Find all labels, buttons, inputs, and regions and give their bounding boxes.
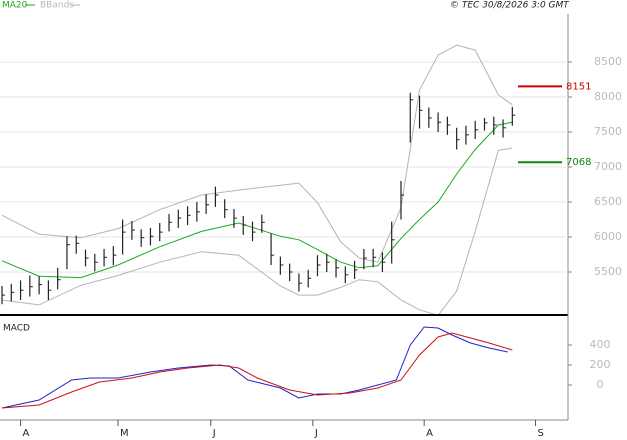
- x-tick-label: M: [120, 428, 129, 439]
- y-tick-label: 8500: [594, 55, 622, 68]
- y-tick-label: 6000: [594, 230, 622, 243]
- legend-entry: MA20: [2, 1, 28, 11]
- level-label: 8151: [566, 81, 591, 92]
- ma-line: [1, 121, 513, 279]
- y-tick-label: 5500: [594, 265, 622, 278]
- macd-title: MACD: [3, 324, 30, 334]
- source: © TEC 30/8/2026 3:0 GMT: [450, 1, 570, 11]
- y-tick-label: 400: [590, 338, 611, 351]
- legend-entry: BBands: [40, 1, 74, 11]
- y-tick-label: 6500: [594, 195, 622, 208]
- macd-line: [1, 326, 508, 409]
- y-tick-label: 8000: [594, 90, 622, 103]
- y-tick-label: 200: [590, 358, 611, 371]
- bband-lower: [1, 147, 513, 314]
- macd-line: [1, 332, 513, 409]
- level-label: 7068: [566, 157, 591, 168]
- x-tick-label: A: [426, 428, 433, 439]
- x-tick-label: S: [538, 428, 544, 439]
- y-tick-label: 0: [597, 378, 604, 391]
- y-tick-label: 7000: [594, 160, 622, 173]
- x-tick-label: A: [23, 428, 30, 439]
- x-tick-label: J: [314, 428, 318, 439]
- bband-upper: [1, 44, 513, 263]
- y-tick-label: 7500: [594, 125, 622, 138]
- price-plot: [0, 44, 568, 314]
- macd-plot: [1, 326, 513, 409]
- x-tick-label: J: [212, 428, 216, 439]
